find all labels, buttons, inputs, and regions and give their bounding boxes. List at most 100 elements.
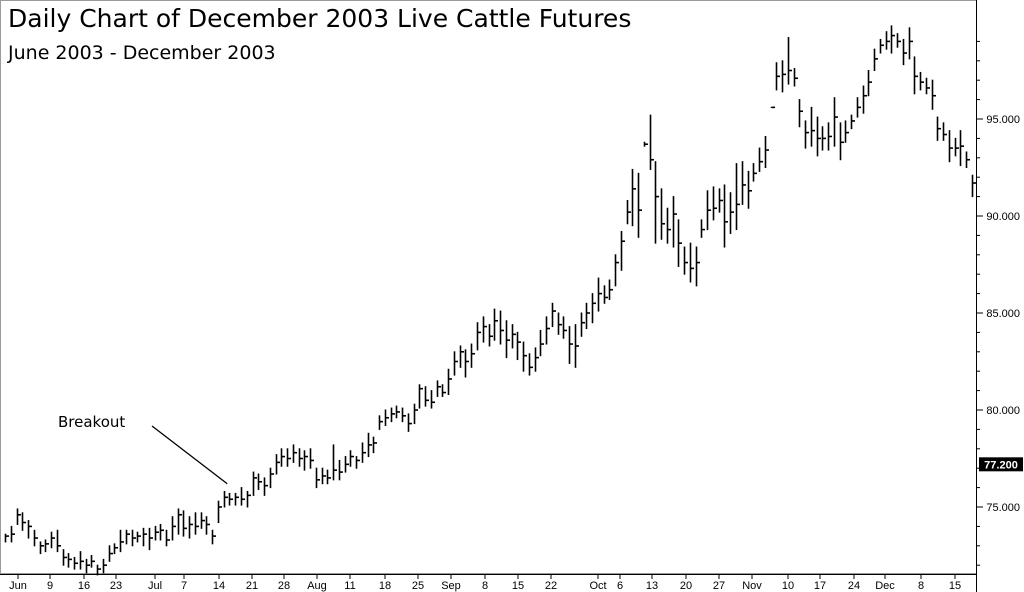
price-bar: [959, 130, 964, 167]
price-bar: [56, 529, 61, 553]
price-bar: [263, 477, 268, 496]
x-tick-label: 16: [78, 580, 90, 592]
price-bar: [441, 384, 446, 397]
price-bar: [827, 122, 832, 151]
price-bar: [488, 324, 493, 347]
price-bar: [712, 186, 717, 221]
price-bar: [764, 135, 769, 168]
price-bar: [787, 37, 792, 85]
price-bar: [234, 492, 239, 506]
price-bar: [568, 326, 573, 364]
price-bar: [718, 188, 723, 213]
price-bar: [67, 553, 72, 568]
last-price-marker: 77.200: [979, 457, 1023, 472]
price-bar: [954, 137, 959, 157]
price-bar: [390, 407, 395, 423]
price-bar: [890, 25, 895, 54]
price-bar: [113, 543, 118, 555]
price-bar: [631, 168, 636, 227]
price-bar: [770, 106, 775, 109]
price-bar: [545, 316, 550, 345]
price-bar: [205, 516, 210, 535]
price-bar: [965, 151, 970, 168]
price-bar: [626, 199, 631, 225]
price-bar: [942, 122, 947, 141]
x-tick-label: 15: [949, 580, 961, 592]
price-bar: [816, 116, 821, 157]
price-bar: [464, 349, 469, 378]
price-bar: [482, 316, 487, 343]
price-bar: [332, 444, 337, 481]
price-bar: [355, 456, 360, 469]
price-bar: [470, 343, 475, 368]
price-bar: [246, 490, 251, 508]
price-bar: [21, 512, 26, 531]
price-bar: [499, 310, 504, 345]
x-tick-label: 8: [918, 580, 924, 592]
price-bar: [228, 492, 233, 506]
x-tick-label: 7: [181, 580, 187, 592]
x-tick-label: 14: [213, 580, 225, 592]
price-bar: [925, 77, 930, 95]
price-bar: [793, 68, 798, 87]
price-bar: [395, 405, 400, 419]
chart-subtitle: June 2003 - December 2003: [8, 42, 276, 64]
price-bar: [677, 219, 682, 267]
price-bar: [159, 523, 164, 541]
price-bar: [821, 126, 826, 151]
price-bar: [758, 147, 763, 172]
price-bar: [165, 529, 170, 547]
price-bar: [534, 347, 539, 372]
x-tick-label: 8: [482, 580, 488, 592]
price-bar: [200, 512, 205, 529]
price-bar: [856, 97, 861, 118]
price-bar: [585, 302, 590, 330]
price-bar: [562, 316, 567, 339]
price-bars: [4, 25, 976, 576]
price-bar: [326, 469, 331, 485]
price-bar: [747, 170, 752, 209]
price-bar: [528, 353, 533, 376]
price-bar: [211, 529, 216, 545]
x-tick-label: 21: [246, 580, 258, 592]
price-bar: [378, 415, 383, 430]
price-bar: [85, 558, 90, 574]
price-bar: [919, 71, 924, 91]
x-tick-label: 25: [412, 580, 424, 592]
price-bar: [551, 302, 556, 328]
price-bar: [810, 106, 815, 147]
x-tick-label: 15: [512, 580, 524, 592]
price-bar: [666, 207, 671, 244]
price-bar: [321, 467, 326, 485]
x-tick-label: Aug: [307, 580, 327, 592]
price-bar: [384, 409, 389, 427]
x-tick-label: 9: [47, 580, 53, 592]
price-bar: [833, 97, 838, 147]
price-bar: [447, 368, 452, 395]
price-bar: [148, 527, 153, 551]
price-bar: [424, 386, 429, 407]
price-bar: [436, 380, 441, 397]
price-bar: [102, 558, 107, 574]
y-tick-label: 75.000: [986, 502, 1020, 514]
price-bar: [119, 529, 124, 553]
price-bar: [539, 329, 544, 357]
price-bar: [401, 407, 406, 423]
price-bar: [413, 403, 418, 425]
price-bar: [683, 246, 688, 275]
price-bar: [654, 161, 659, 244]
price-bar: [689, 242, 694, 283]
price-bar: [614, 254, 619, 287]
price-bar: [73, 556, 78, 570]
price-bar: [672, 196, 677, 248]
price-bar: [10, 525, 15, 543]
price-bar: [62, 549, 67, 566]
price-bar: [292, 444, 297, 463]
price-bar: [27, 520, 32, 539]
price-bar: [873, 48, 878, 71]
x-tick-label: Jul: [148, 580, 162, 592]
price-bar: [349, 450, 354, 467]
price-bar: [839, 122, 844, 161]
x-tick-label: 10: [782, 580, 794, 592]
